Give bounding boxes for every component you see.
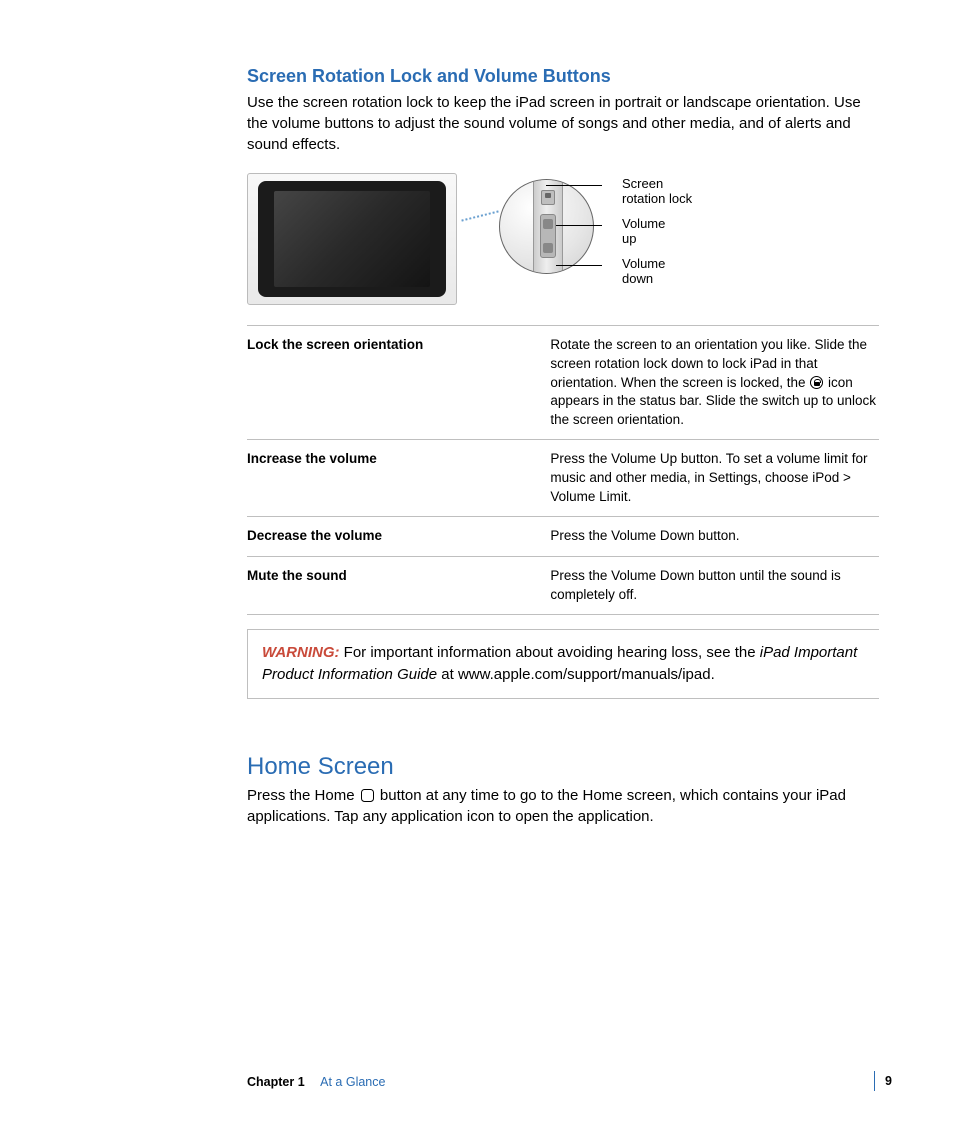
callout-text: Volume <box>622 216 665 231</box>
warning-text: For important information about avoiding… <box>340 644 760 661</box>
callout-volume-down: Volume down <box>602 257 692 287</box>
buttons-table: Lock the screen orientation Rotate the s… <box>247 325 879 615</box>
body-text: Press the Home <box>247 787 359 804</box>
callout-rotation-lock: Screen rotation lock <box>602 177 692 207</box>
callout-text: Volume <box>622 256 665 271</box>
row-label: Decrease the volume <box>247 517 550 557</box>
volume-rocker-icon <box>540 214 556 258</box>
row-label: Increase the volume <box>247 440 550 517</box>
row-label: Mute the sound <box>247 556 550 614</box>
leader-dots <box>461 211 498 222</box>
intro-paragraph: Use the screen rotation lock to keep the… <box>247 92 879 155</box>
rotation-lock-icon <box>810 376 823 389</box>
table-row: Increase the volume Press the Volume Up … <box>247 440 879 517</box>
rotation-lock-switch-icon <box>541 190 555 205</box>
callout-text: down <box>622 271 653 286</box>
subsection-heading: Screen Rotation Lock and Volume Buttons <box>247 64 879 88</box>
table-row: Decrease the volume Press the Volume Dow… <box>247 517 879 557</box>
row-desc: Press the Volume Down button. <box>550 517 879 557</box>
page-number: 9 <box>874 1071 892 1091</box>
warning-box: WARNING: For important information about… <box>247 629 879 699</box>
row-desc: Press the Volume Down button until the s… <box>550 556 879 614</box>
magnifier-circle <box>499 179 594 274</box>
row-desc: Rotate the screen to an orientation you … <box>550 326 879 440</box>
page-footer: Chapter 1 At a Glance 9 <box>247 1074 892 1091</box>
callout-text: Screen <box>622 176 663 191</box>
buttons-diagram: Screen rotation lock Volume up Volume do… <box>247 173 879 313</box>
warning-label: WARNING: <box>262 644 340 661</box>
callout-text: up <box>622 231 636 246</box>
home-button-icon <box>361 789 374 802</box>
warning-text: at www.apple.com/support/manuals/ipad. <box>437 666 715 683</box>
row-label: Lock the screen orientation <box>247 326 550 440</box>
section-heading: Home Screen <box>247 751 879 783</box>
callout-volume-up: Volume up <box>602 217 692 247</box>
callout-text: rotation lock <box>622 191 692 206</box>
table-row: Lock the screen orientation Rotate the s… <box>247 326 879 440</box>
ipad-illustration <box>247 173 457 305</box>
home-paragraph: Press the Home button at any time to go … <box>247 785 879 827</box>
table-row: Mute the sound Press the Volume Down but… <box>247 556 879 614</box>
row-desc: Press the Volume Up button. To set a vol… <box>550 440 879 517</box>
footer-chapter: Chapter 1 <box>247 1075 305 1089</box>
footer-chapter-title: At a Glance <box>320 1075 385 1089</box>
